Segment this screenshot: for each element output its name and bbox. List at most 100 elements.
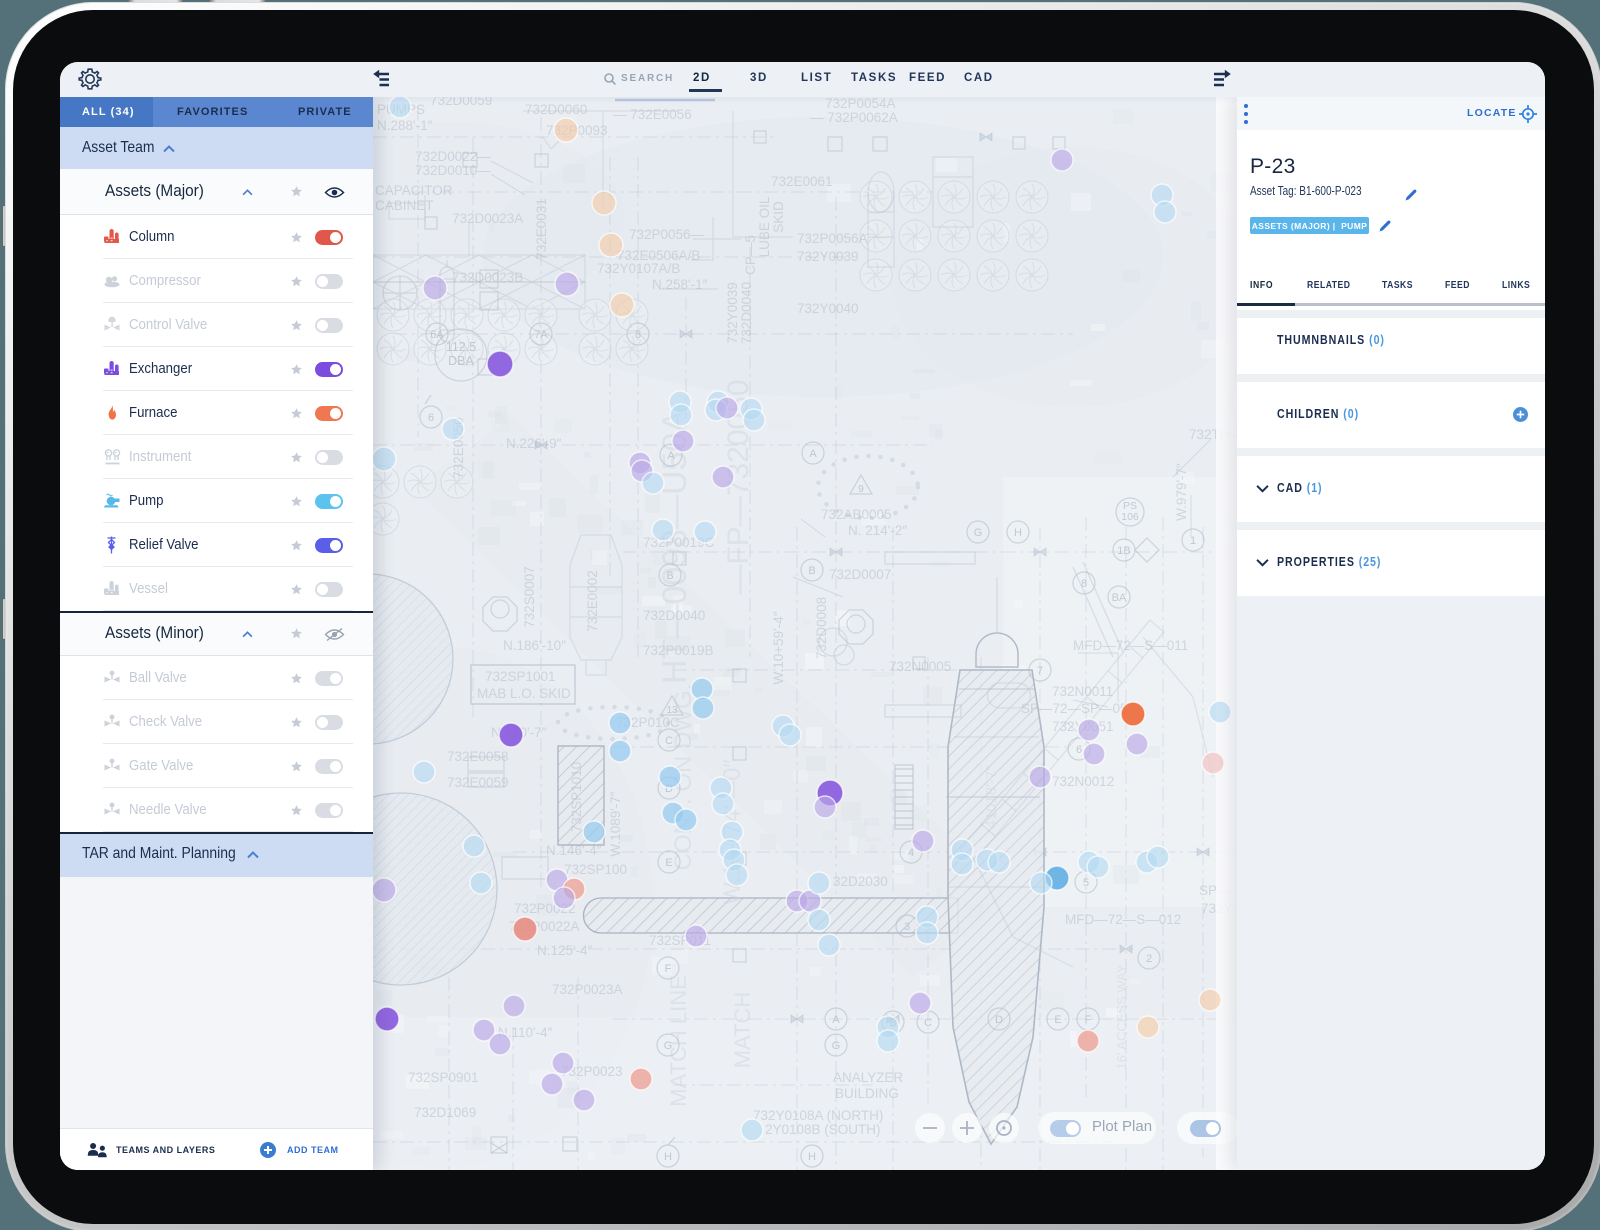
svg-text:C: C bbox=[665, 735, 673, 747]
svg-text:732Y0040: 732Y0040 bbox=[797, 301, 859, 316]
svg-text:H: H bbox=[1014, 527, 1022, 539]
svg-text:732E0002: 732E0002 bbox=[585, 570, 600, 632]
svg-text:106: 106 bbox=[1121, 511, 1139, 523]
svg-text:8: 8 bbox=[635, 329, 641, 341]
svg-text:MAB L.O. SKID: MAB L.O. SKID bbox=[477, 686, 571, 701]
svg-text:732SP1001: 732SP1001 bbox=[485, 669, 556, 684]
svg-text:CP—5: CP—5 bbox=[743, 235, 758, 275]
svg-text:732N0005: 732N0005 bbox=[889, 659, 951, 674]
svg-text:B: B bbox=[808, 565, 815, 577]
svg-text:CABINET: CABINET bbox=[375, 198, 434, 213]
svg-text:732D0023B: 732D0023B bbox=[452, 270, 523, 285]
svg-text:732P0023: 732P0023 bbox=[561, 1064, 623, 1079]
svg-text:3: 3 bbox=[904, 921, 910, 933]
svg-text:732SP100: 732SP100 bbox=[564, 862, 627, 877]
svg-text:732D1069: 732D1069 bbox=[414, 1105, 476, 1120]
svg-text:BUILDING: BUILDING bbox=[835, 1086, 899, 1101]
svg-text:732Y0039: 732Y0039 bbox=[797, 249, 859, 264]
svg-text:E: E bbox=[1054, 1014, 1061, 1026]
svg-text:6A: 6A bbox=[430, 329, 444, 341]
svg-text:732P010C: 732P010C bbox=[616, 715, 680, 730]
svg-text:7A: 7A bbox=[534, 329, 548, 341]
svg-text:MFD—72—S—012: MFD—72—S—012 bbox=[1065, 912, 1181, 927]
svg-text:7: 7 bbox=[1037, 665, 1043, 677]
svg-text:732P0023A: 732P0023A bbox=[552, 982, 623, 997]
svg-text:B: B bbox=[666, 570, 673, 582]
svg-text:A: A bbox=[667, 450, 675, 462]
svg-text:732Y0039: 732Y0039 bbox=[725, 282, 740, 344]
svg-text:13: 13 bbox=[666, 705, 678, 716]
svg-text:SP—72—SP—05: SP—72—SP—05 bbox=[1021, 701, 1128, 716]
svg-text:732E0506A/B: 732E0506A/B bbox=[617, 248, 700, 263]
svg-text:732D0040: 732D0040 bbox=[739, 282, 754, 344]
svg-text:732D0060: 732D0060 bbox=[525, 102, 587, 117]
svg-text:112.5: 112.5 bbox=[446, 340, 476, 354]
svg-text:G: G bbox=[832, 1040, 841, 1052]
svg-text:5: 5 bbox=[1083, 877, 1089, 889]
svg-text:4: 4 bbox=[908, 847, 914, 859]
svg-text:ANALYZER: ANALYZER bbox=[833, 1070, 904, 1085]
svg-text:W.1089'-7″: W.1089'-7″ bbox=[608, 791, 623, 856]
svg-text:A: A bbox=[809, 448, 817, 460]
svg-text:732N0012: 732N0012 bbox=[1052, 774, 1114, 789]
svg-text:SKID: SKID bbox=[771, 201, 786, 233]
svg-text:— 732P0062A: — 732P0062A bbox=[810, 110, 898, 125]
svg-text:E: E bbox=[665, 857, 672, 869]
svg-text:2: 2 bbox=[1146, 953, 1152, 965]
svg-text:732SP1010: 732SP1010 bbox=[569, 762, 584, 833]
svg-text:N.288'-1″: N.288'-1″ bbox=[377, 118, 433, 133]
svg-text:W.979'-7″: W.979'-7″ bbox=[1174, 463, 1189, 521]
svg-text:732P0019B: 732P0019B bbox=[643, 643, 714, 658]
svg-text:732P0056—: 732P0056— bbox=[629, 227, 705, 242]
svg-text:2Y0108B (SOUTH): 2Y0108B (SOUTH) bbox=[765, 1122, 881, 1137]
svg-text:N. 214'-2″: N. 214'-2″ bbox=[848, 523, 907, 538]
svg-text:D: D bbox=[995, 1014, 1003, 1026]
svg-text:732D0007: 732D0007 bbox=[829, 567, 891, 582]
svg-text:732D0008: 732D0008 bbox=[814, 597, 829, 659]
svg-text:MATCH: MATCH bbox=[730, 992, 755, 1069]
svg-text:732P0056A: 732P0056A bbox=[797, 231, 868, 246]
svg-text:W.10+59'-4″: W.10+59'-4″ bbox=[771, 611, 786, 684]
svg-text:N.258'-1″: N.258'-1″ bbox=[652, 277, 708, 292]
svg-text:1B: 1B bbox=[1117, 545, 1130, 557]
svg-text:N.186'-10″: N.186'-10″ bbox=[503, 638, 566, 653]
svg-text:8: 8 bbox=[1081, 578, 1087, 590]
svg-text:HT—0098—U50A: HT—0098—U50A bbox=[656, 410, 694, 684]
svg-text:BA: BA bbox=[1112, 592, 1127, 604]
svg-text:N.125'-4″: N.125'-4″ bbox=[537, 943, 593, 958]
svg-text:732E0031: 732E0031 bbox=[534, 198, 549, 260]
svg-text:732E0061: 732E0061 bbox=[771, 174, 833, 189]
svg-text:32D2030: 32D2030 bbox=[833, 874, 888, 889]
svg-text:LUBE OIL: LUBE OIL bbox=[757, 196, 772, 257]
svg-text:CAPACITOR: CAPACITOR bbox=[375, 183, 453, 198]
svg-text:1: 1 bbox=[1190, 535, 1196, 547]
svg-text:732D0022—: 732D0022— bbox=[415, 149, 491, 164]
svg-text:MFD—72—S—011: MFD—72—S—011 bbox=[1073, 638, 1188, 653]
svg-text:16' ACCESS WAY: 16' ACCESS WAY bbox=[1114, 964, 1129, 1069]
svg-text:732D0023A: 732D0023A bbox=[452, 211, 523, 226]
svg-text:A: A bbox=[832, 1014, 840, 1026]
svg-text:6: 6 bbox=[428, 412, 434, 424]
svg-text:G: G bbox=[974, 527, 983, 539]
svg-text:732E0059: 732E0059 bbox=[447, 775, 509, 790]
svg-text:9: 9 bbox=[858, 484, 864, 495]
svg-text:PS: PS bbox=[1123, 500, 1137, 512]
svg-text:732N0011: 732N0011 bbox=[1052, 684, 1113, 699]
svg-text:F: F bbox=[1085, 1014, 1092, 1026]
svg-text:H: H bbox=[664, 1151, 672, 1163]
svg-text:C: C bbox=[924, 1017, 932, 1029]
svg-text:N.226'-9″: N.226'-9″ bbox=[506, 436, 562, 451]
svg-text:6: 6 bbox=[1076, 744, 1082, 756]
svg-text:DBA: DBA bbox=[448, 354, 474, 368]
svg-text:732D0010—: 732D0010— bbox=[415, 163, 491, 178]
svg-text:N.146'-4″: N.146'-4″ bbox=[546, 843, 602, 858]
svg-text:732Y0108A (NORTH): 732Y0108A (NORTH) bbox=[753, 1108, 883, 1123]
svg-text:N.110'-4″: N.110'-4″ bbox=[498, 1025, 553, 1040]
svg-text:F: F bbox=[665, 963, 672, 975]
svg-text:732SP0901: 732SP0901 bbox=[408, 1070, 479, 1085]
svg-text:H: H bbox=[808, 1151, 816, 1163]
svg-text:— 732E0056: — 732E0056 bbox=[613, 107, 692, 122]
svg-text:D: D bbox=[665, 783, 673, 795]
svg-text:732D0040: 732D0040 bbox=[643, 608, 705, 623]
svg-text:41018'-7″: 41018'-7″ bbox=[983, 765, 1000, 829]
